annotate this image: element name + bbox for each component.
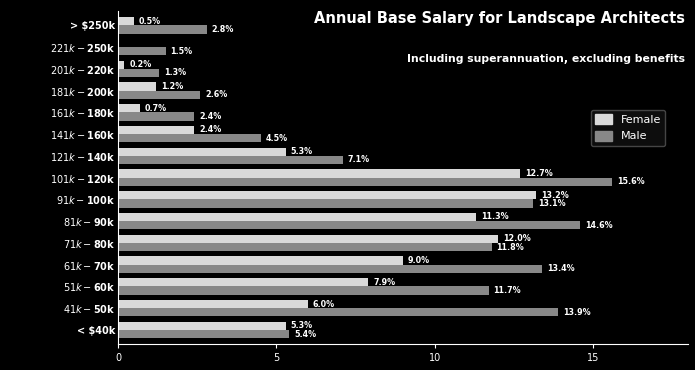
Bar [118,265,542,273]
Text: 12.0%: 12.0% [503,234,530,243]
Text: 4.5%: 4.5% [265,134,288,143]
Bar [118,199,533,208]
Bar [118,156,343,164]
Legend: Female, Male: Female, Male [591,110,665,146]
Bar [118,300,308,308]
Bar [118,104,140,112]
Text: 13.1%: 13.1% [538,199,565,208]
Bar [118,112,194,121]
Bar [118,25,207,34]
Text: 14.6%: 14.6% [585,221,613,230]
Bar [118,148,286,156]
Bar [118,221,580,229]
Text: 0.5%: 0.5% [139,17,161,26]
Text: 5.4%: 5.4% [294,330,316,339]
Text: 9.0%: 9.0% [408,256,430,265]
Text: 5.3%: 5.3% [291,147,313,156]
Bar [118,278,368,286]
Text: 2.8%: 2.8% [211,25,234,34]
Text: Including superannuation, excluding benefits: Including superannuation, excluding bene… [407,54,685,64]
Bar [118,243,492,251]
Bar [118,61,124,69]
Text: 7.9%: 7.9% [373,278,395,287]
Text: 1.3%: 1.3% [164,68,186,77]
Text: 0.7%: 0.7% [145,104,167,113]
Bar [118,82,156,91]
Text: 2.4%: 2.4% [199,112,221,121]
Text: 2.4%: 2.4% [199,125,221,134]
Bar [118,126,194,134]
Text: 11.8%: 11.8% [496,242,524,252]
Text: 7.1%: 7.1% [348,155,370,165]
Text: 13.2%: 13.2% [541,191,569,200]
Bar [118,235,498,243]
Text: 2.6%: 2.6% [205,90,227,99]
Text: 15.6%: 15.6% [617,177,644,186]
Bar [118,308,558,316]
Text: 5.3%: 5.3% [291,321,313,330]
Bar [118,330,289,338]
Bar [118,286,489,295]
Bar [118,322,286,330]
Text: 13.4%: 13.4% [547,264,575,273]
Bar [118,17,134,25]
Text: 12.7%: 12.7% [525,169,553,178]
Bar [118,213,476,221]
Text: 11.7%: 11.7% [493,286,521,295]
Bar [118,169,521,178]
Bar [118,69,159,77]
Text: 11.3%: 11.3% [481,212,508,222]
Text: 13.9%: 13.9% [563,308,591,317]
Bar [118,191,536,199]
Text: Annual Base Salary for Landscape Architects: Annual Base Salary for Landscape Archite… [313,11,685,26]
Bar [118,256,403,265]
Bar [118,134,261,142]
Bar [118,47,165,55]
Bar [118,178,612,186]
Text: 1.2%: 1.2% [161,82,183,91]
Bar [118,91,200,99]
Text: 1.5%: 1.5% [170,47,193,55]
Text: 0.2%: 0.2% [129,60,152,69]
Text: 6.0%: 6.0% [313,300,335,309]
